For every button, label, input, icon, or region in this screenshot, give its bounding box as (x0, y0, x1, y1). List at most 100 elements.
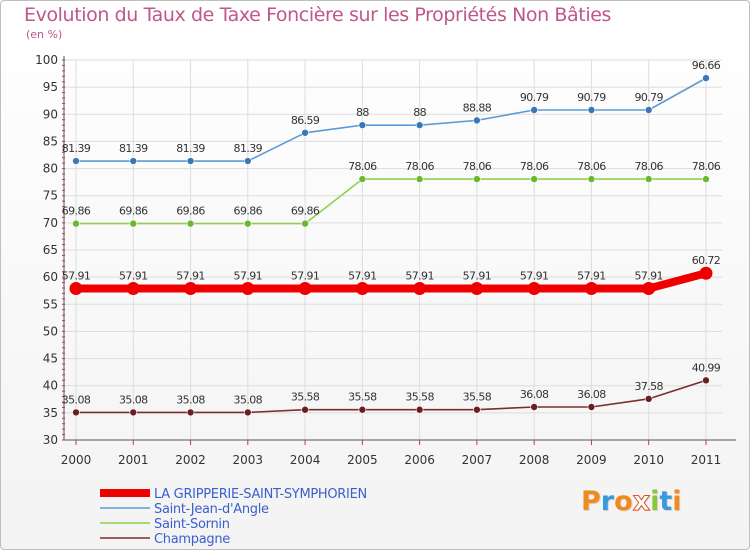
y-tick-label: 50 (43, 324, 58, 338)
data-point (702, 376, 710, 385)
y-tick-label: 45 (43, 352, 58, 366)
x-tick-label: 2000 (61, 453, 92, 467)
legend-label: Saint-Sornin (154, 517, 230, 532)
data-point (186, 157, 195, 165)
y-tick-label: 55 (43, 297, 58, 311)
data-point (642, 281, 656, 295)
legend: LA GRIPPERIE-SAINT-SYMPHORIENSaint-Jean-… (100, 487, 367, 547)
data-label: 78.06 (463, 160, 492, 173)
series-line-la-gripperie-saint-symphorien (72, 269, 710, 293)
y-tick-label: 40 (43, 379, 58, 393)
x-tick-label: 2001 (118, 453, 149, 467)
data-label: 81.39 (119, 142, 148, 155)
data-point (644, 395, 653, 403)
data-label: 69.86 (119, 205, 148, 218)
series-lines (69, 74, 713, 417)
data-point (298, 281, 312, 295)
data-point (358, 121, 367, 129)
data-point (587, 106, 596, 114)
data-point (702, 74, 710, 82)
x-tick-label: 2009 (576, 453, 607, 467)
data-label: 35.58 (291, 391, 320, 404)
legend-label: Saint-Jean-d'Angle (154, 502, 269, 517)
data-point (184, 281, 198, 295)
series-line-saint-jean-d-angle (75, 77, 707, 162)
data-label: 88.88 (463, 101, 492, 114)
data-point (241, 281, 255, 295)
data-point (301, 219, 309, 228)
legend-label: LA GRIPPERIE-SAINT-SYMPHORIEN (154, 487, 367, 502)
data-label: 57.91 (291, 269, 320, 282)
data-point (186, 408, 195, 417)
y-tick-label: 35 (43, 406, 58, 420)
data-point (244, 408, 252, 417)
data-point (644, 175, 653, 183)
logo-letter: i (650, 486, 660, 517)
data-point (587, 403, 596, 411)
data-point (129, 408, 138, 417)
data-point (244, 157, 252, 165)
data-label: 35.08 (119, 393, 148, 406)
y-axis-unit: (en %) (26, 28, 63, 41)
data-label: 78.06 (520, 160, 549, 173)
data-label: 35.58 (463, 391, 492, 404)
data-point (473, 405, 481, 414)
data-label: 90.79 (634, 91, 663, 104)
data-point (699, 266, 713, 280)
y-tick-label: 70 (43, 216, 58, 230)
data-label: 69.86 (176, 205, 205, 218)
data-label: 57.91 (577, 269, 606, 282)
data-label: 36.08 (577, 388, 606, 401)
data-point (72, 157, 80, 165)
data-label: 57.91 (62, 269, 91, 282)
data-label: 57.91 (463, 269, 492, 282)
x-tick-label: 2008 (519, 453, 550, 467)
logo-letter: o (614, 486, 633, 517)
data-label: 35.58 (405, 391, 434, 404)
data-label: 35.08 (234, 393, 263, 406)
data-point (69, 281, 83, 295)
data-point (244, 219, 252, 228)
data-label: 78.06 (405, 160, 434, 173)
x-tick-label: 2006 (404, 453, 435, 467)
data-label: 96.66 (692, 59, 721, 72)
logo-letter: P (581, 486, 601, 517)
data-point (702, 175, 710, 183)
y-tick-label: 100 (35, 53, 58, 67)
logo-letter: t (659, 486, 673, 517)
data-point (301, 405, 309, 414)
data-point (415, 405, 424, 414)
y-tick-label: 60 (43, 270, 58, 284)
data-point (530, 175, 538, 183)
x-tick-label: 2004 (290, 453, 321, 467)
y-tick-label: 30 (43, 433, 58, 447)
data-point (527, 281, 541, 295)
data-label: 35.08 (176, 393, 205, 406)
data-label: 57.91 (176, 269, 205, 282)
legend-label: Champagne (154, 532, 230, 547)
x-tick-label: 2010 (633, 453, 664, 467)
chart-title: Evolution du Taux de Taxe Foncière sur l… (24, 4, 612, 26)
data-label: 37.58 (634, 380, 663, 393)
data-label: 78.06 (348, 160, 377, 173)
data-label: 69.86 (291, 205, 320, 218)
axes: 30 35 40 45 50 55 60 65 70 75 80 85 90 95 100 2000 2001 2… (35, 53, 736, 467)
data-label: 57.91 (520, 269, 549, 282)
data-label: 90.79 (520, 91, 549, 104)
data-point (415, 121, 424, 129)
data-point (473, 175, 481, 183)
data-label: 57.91 (634, 269, 663, 282)
data-label: 69.86 (62, 205, 91, 218)
data-label: 57.91 (348, 269, 377, 282)
y-tick-label: 75 (43, 189, 58, 203)
data-point (530, 106, 538, 114)
y-tick-label: 80 (43, 162, 58, 176)
x-tick-label: 2003 (233, 453, 264, 467)
data-point (470, 281, 484, 295)
data-point (358, 405, 367, 414)
y-tick-label: 85 (43, 134, 58, 148)
x-tick-label: 2007 (462, 453, 493, 467)
data-label: 81.39 (176, 142, 205, 155)
